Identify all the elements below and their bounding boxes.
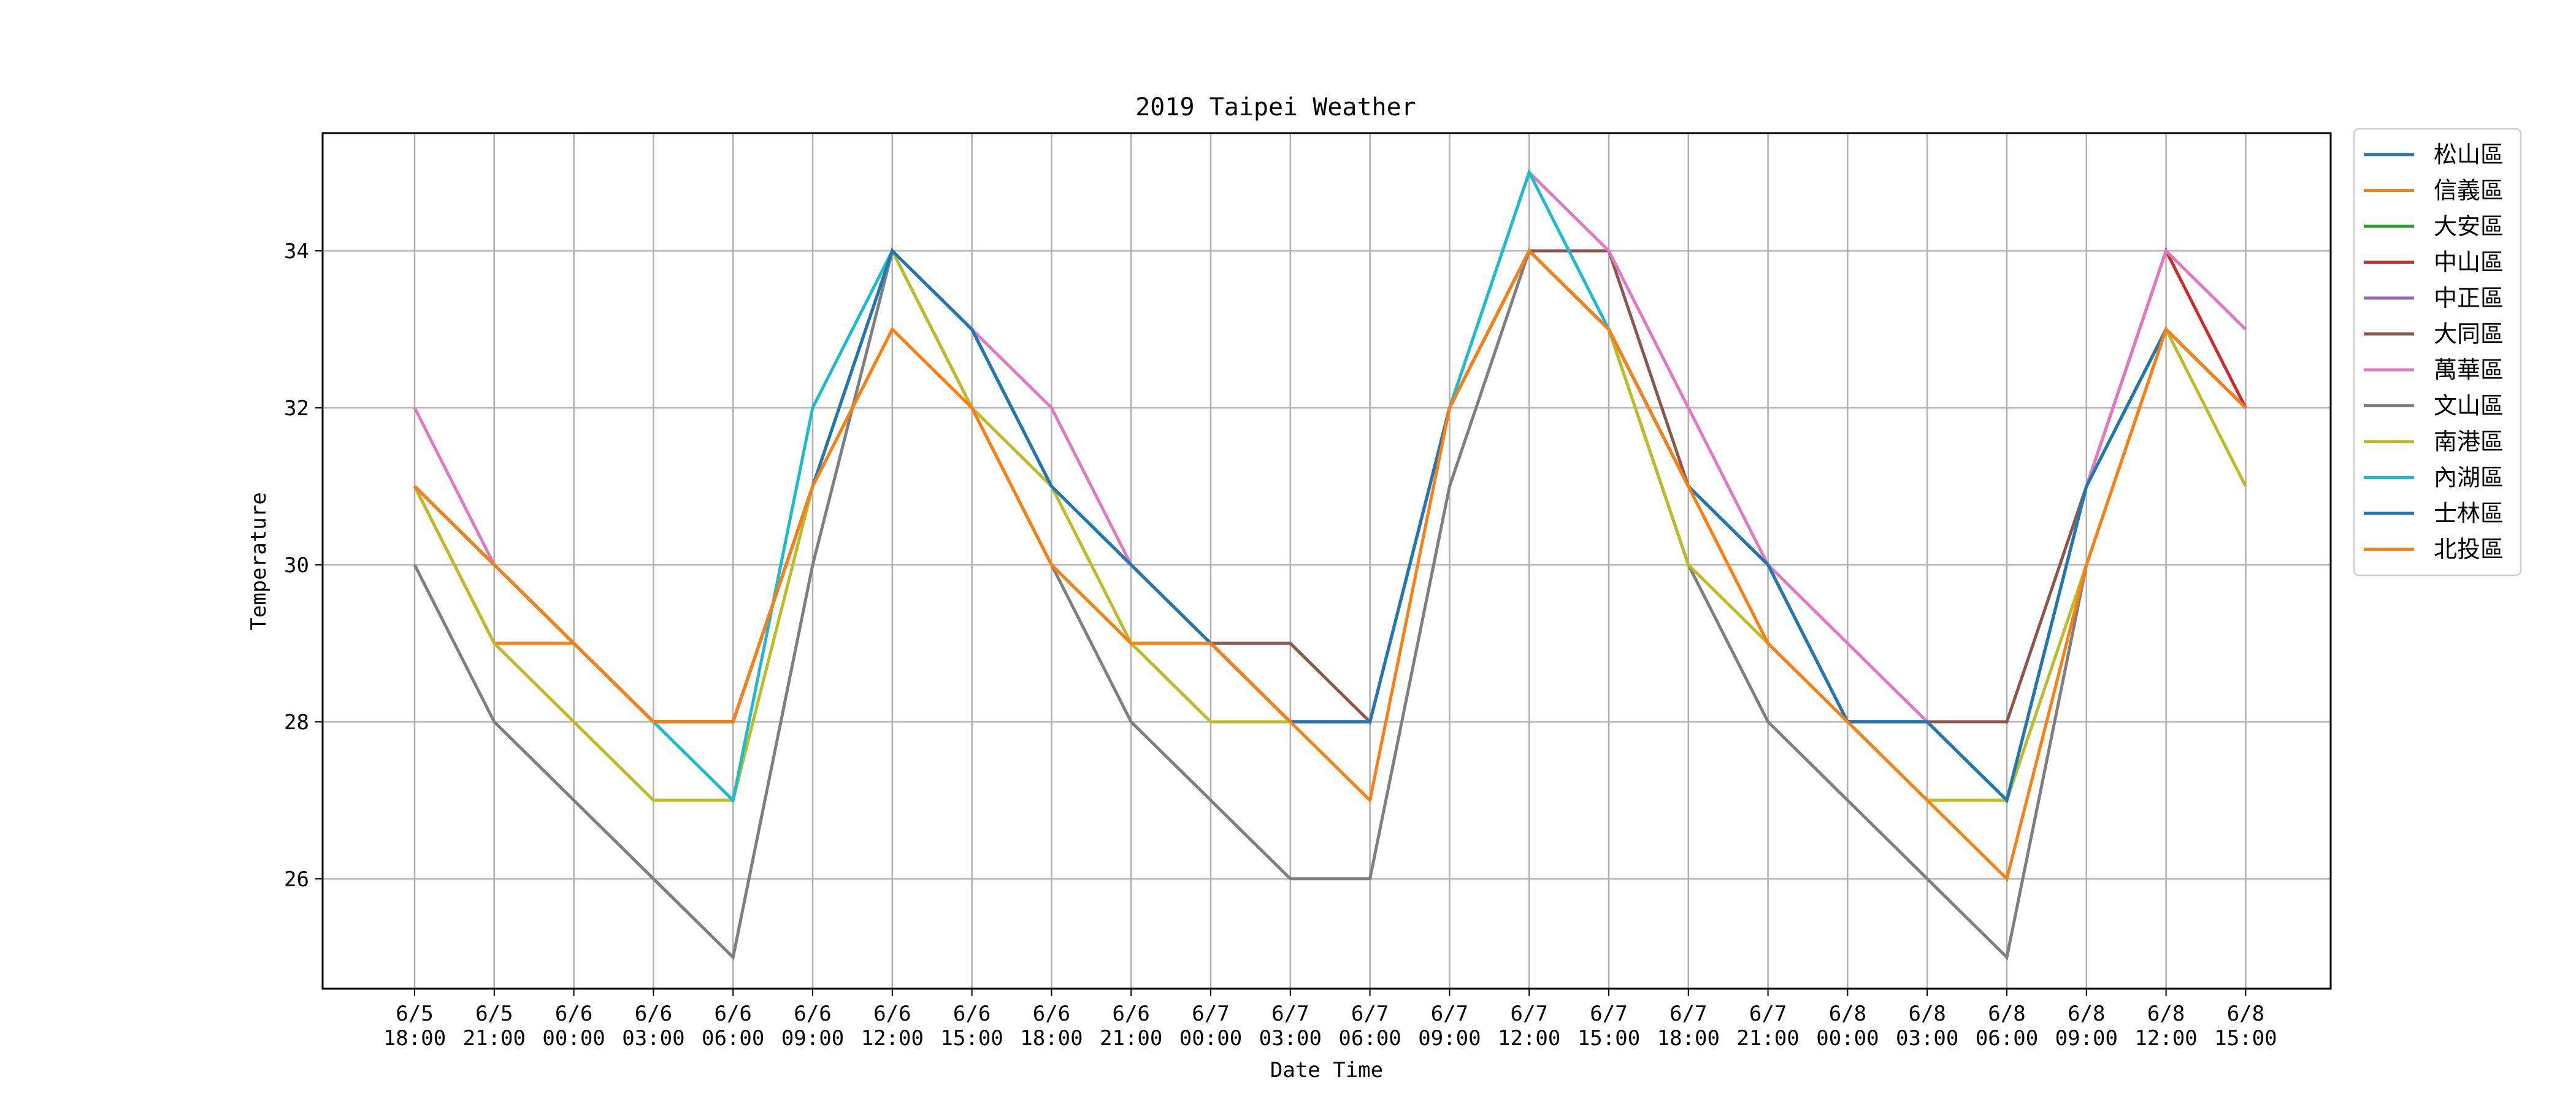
x-tick-label-date: 6/6: [1112, 1002, 1149, 1026]
y-tick-label: 26: [284, 867, 309, 892]
x-tick-label-date: 6/7: [1590, 1002, 1627, 1026]
x-tick-label-date: 6/6: [953, 1002, 991, 1026]
x-tick-label-date: 6/7: [1431, 1002, 1468, 1026]
x-tick-label-time: 06:00: [1338, 1026, 1401, 1051]
y-tick-label: 32: [284, 396, 309, 421]
x-tick-label-time: 09:00: [1418, 1026, 1481, 1051]
legend-frame: [2353, 128, 2522, 577]
x-tick-label-time: 09:00: [781, 1026, 844, 1051]
x-tick-label-time: 06:00: [702, 1026, 764, 1051]
x-tick-label-time: 06:00: [1976, 1026, 2038, 1051]
x-tick-label-date: 6/6: [714, 1002, 751, 1026]
x-tick-label-time: 00:00: [1816, 1026, 1879, 1051]
x-tick-label-time: 18:00: [1657, 1026, 1720, 1051]
legend-label: 中正區: [2434, 285, 2504, 312]
x-tick-label-time: 21:00: [463, 1026, 526, 1051]
x-tick-label-time: 18:00: [383, 1026, 446, 1051]
legend-label: 松山區: [2434, 141, 2504, 168]
x-tick-label-date: 6/6: [794, 1002, 831, 1026]
legend-label: 內湖區: [2434, 464, 2504, 491]
y-tick-label: 28: [284, 710, 309, 735]
x-tick-label-time: 00:00: [542, 1026, 605, 1051]
series-lines: [413, 168, 2247, 960]
x-tick-label-time: 09:00: [2055, 1026, 2118, 1051]
x-tick-label-time: 15:00: [1577, 1026, 1640, 1051]
x-tick-label-date: 6/7: [1669, 1002, 1707, 1026]
x-tick-label-date: 6/8: [1988, 1002, 2025, 1026]
x-tick-label-time: 03:00: [1896, 1026, 1958, 1051]
x-tick-label-date: 6/6: [635, 1002, 672, 1026]
legend-label: 文山區: [2434, 393, 2504, 420]
legend-label: 南港區: [2434, 428, 2504, 455]
x-tick-label-time: 12:00: [861, 1026, 924, 1051]
legend-label: 北投區: [2434, 536, 2504, 563]
legend-label: 士林區: [2434, 500, 2504, 527]
x-tick-label-time: 12:00: [1498, 1026, 1560, 1051]
x-tick-label-date: 6/7: [1510, 1002, 1547, 1026]
x-tick-label-date: 6/6: [1033, 1002, 1070, 1026]
x-tick-label-date: 6/6: [873, 1002, 911, 1026]
x-tick-label-date: 6/5: [396, 1002, 433, 1026]
legend-label: 信義區: [2434, 177, 2504, 204]
x-tick-label-time: 03:00: [622, 1026, 684, 1051]
y-axis-ticks: 26 28 30 32 34: [284, 239, 323, 892]
x-axis-ticks: 6/518:006/521:006/600:006/603:006/606:00…: [383, 989, 2277, 1051]
x-tick-label-time: 00:00: [1179, 1026, 1242, 1051]
chart-title: 2019 Taipei Weather: [1135, 93, 1416, 121]
x-tick-label-date: 6/6: [555, 1002, 592, 1026]
series-line: [413, 246, 2247, 960]
x-tick-label-time: 15:00: [940, 1026, 1003, 1051]
x-tick-label-time: 15:00: [2214, 1026, 2277, 1051]
y-tick-label: 34: [284, 239, 309, 264]
x-tick-label-time: 12:00: [2134, 1026, 2197, 1051]
x-tick-label-date: 6/7: [1192, 1002, 1229, 1026]
x-tick-label-date: 6/8: [2147, 1002, 2185, 1026]
x-tick-label-date: 6/7: [1749, 1002, 1787, 1026]
legend-label: 大安區: [2434, 213, 2504, 240]
series-line: [413, 248, 2247, 882]
x-tick-label-date: 6/8: [2068, 1002, 2105, 1026]
x-tick-label-date: 6/7: [1271, 1002, 1309, 1026]
x-tick-label-time: 21:00: [1100, 1026, 1162, 1051]
legend-label: 大同區: [2434, 321, 2504, 348]
x-tick-label-time: 21:00: [1736, 1026, 1799, 1051]
legend-label: 萬華區: [2434, 356, 2504, 383]
x-tick-label-date: 6/8: [1908, 1002, 1945, 1026]
plot-frame: [321, 132, 2332, 990]
x-tick-label-date: 6/5: [475, 1002, 513, 1026]
x-tick-label-date: 6/8: [2227, 1002, 2264, 1026]
x-tick-label-date: 6/8: [1829, 1002, 1866, 1026]
x-tick-label-date: 6/7: [1351, 1002, 1389, 1026]
x-tick-label-time: 18:00: [1020, 1026, 1083, 1051]
x-axis-label: Date Time: [1270, 1058, 1383, 1083]
x-tick-label-time: 03:00: [1259, 1026, 1322, 1051]
y-axis-label: Temperature: [247, 492, 271, 630]
legend-label: 中山區: [2434, 249, 2504, 276]
y-tick-label: 30: [284, 553, 309, 578]
